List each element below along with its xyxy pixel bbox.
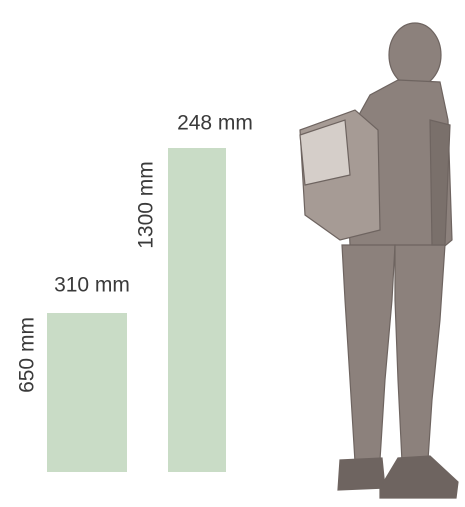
height-label: 1300 mm [135,161,158,249]
large-bar [168,148,226,472]
page: 310 mm 650 mm 248 mm 1300 mm (() => { co… [0,0,465,502]
height-label: 650 mm [16,317,39,393]
width-label: 248 mm [177,112,253,135]
width-label: 310 mm [54,274,130,297]
size-diagram: 310 mm 650 mm 248 mm 1300 mm [0,0,465,502]
small-bar [47,313,127,472]
person-illustration [300,23,458,498]
